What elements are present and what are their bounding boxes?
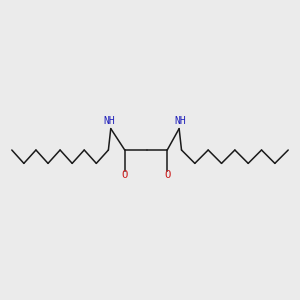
Text: NH: NH: [174, 116, 186, 126]
Text: NH: NH: [103, 116, 115, 126]
Text: O: O: [122, 170, 128, 180]
Text: O: O: [164, 170, 170, 180]
